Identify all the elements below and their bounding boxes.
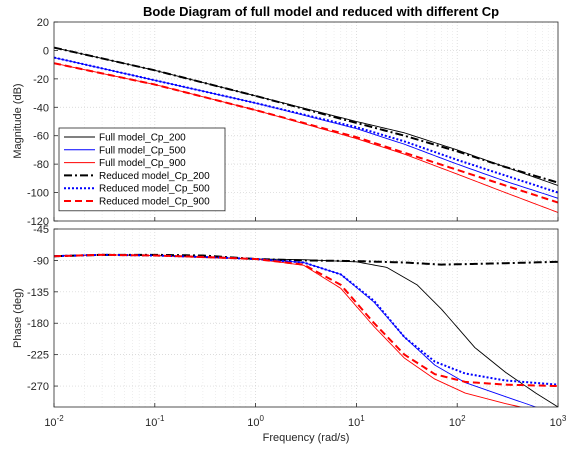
x-tick-label: 10-1 (145, 414, 165, 429)
series-line (54, 62, 558, 204)
x-tick-exponent: 3 (562, 414, 567, 423)
x-tick-label: 101 (348, 414, 365, 429)
legend-label: Reduced model_Cp_500 (99, 184, 210, 195)
y-tick-label: 20 (37, 17, 49, 29)
y-tick-label: -180 (27, 318, 49, 330)
x-tick-base: 10 (449, 417, 461, 429)
x-tick-exponent: 1 (360, 414, 365, 423)
x-tick-label: 10-2 (44, 414, 64, 429)
series-line (54, 62, 558, 213)
x-tick-exponent: 2 (461, 414, 466, 423)
y-tick-label: -60 (33, 131, 49, 143)
x-tick-labels: 10-2 10-1 100 101 102 103 (44, 414, 567, 429)
x-tick-label: 100 (247, 414, 264, 429)
x-tick-base: 10 (145, 417, 157, 429)
legend-label: Full model_Cp_900 (99, 158, 186, 169)
chart-title: Bode Diagram of full model and reduced w… (143, 4, 499, 19)
y-tick-label: -90 (33, 255, 49, 267)
phase-panel: -45 -90 -135 -180 -225 -270 (27, 224, 559, 408)
x-tick-base: 10 (348, 417, 360, 429)
legend-label: Full model_Cp_500 (99, 145, 186, 156)
x-tick-base: 10 (247, 417, 259, 429)
x-tick-exponent: -1 (157, 414, 165, 423)
legend-box (58, 127, 226, 212)
x-tick-label: 103 (550, 414, 567, 429)
legend-label: Reduced model_Cp_900 (99, 197, 210, 208)
series-line (54, 46, 558, 184)
phase-axes-box (53, 228, 559, 408)
legend-label: Reduced model_Cp_200 (99, 171, 210, 182)
y-tick-label: -20 (33, 74, 49, 86)
y-tick-label: -100 (27, 188, 49, 200)
y-tick-label: -120 (27, 216, 49, 228)
y-tick-label: -40 (33, 102, 49, 114)
y-axis-label-phase: Phase (deg) (12, 288, 24, 348)
x-tick-exponent: 0 (259, 414, 264, 423)
x-tick-exponent: -2 (57, 414, 65, 423)
series-line (54, 253, 558, 388)
x-tick-base: 10 (44, 417, 56, 429)
magnitude-axes-box (53, 21, 559, 222)
series-line (54, 47, 558, 186)
legend-label: Full model_Cp_200 (99, 133, 186, 144)
x-tick-base: 10 (550, 417, 562, 429)
x-axis-label: Frequency (rad/s) (263, 432, 350, 444)
x-tick-label: 102 (449, 414, 466, 429)
y-tick-label: 0 (43, 45, 49, 57)
phase-plot-area (54, 229, 558, 407)
y-tick-label: -80 (33, 159, 49, 171)
y-tick-label: -270 (27, 381, 49, 393)
y-tick-label: -45 (33, 224, 49, 236)
y-tick-label: -135 (27, 287, 49, 299)
series-line (54, 56, 558, 194)
y-axis-label-magnitude: Magnitude (dB) (12, 83, 24, 158)
y-tick-label: -225 (27, 350, 49, 362)
